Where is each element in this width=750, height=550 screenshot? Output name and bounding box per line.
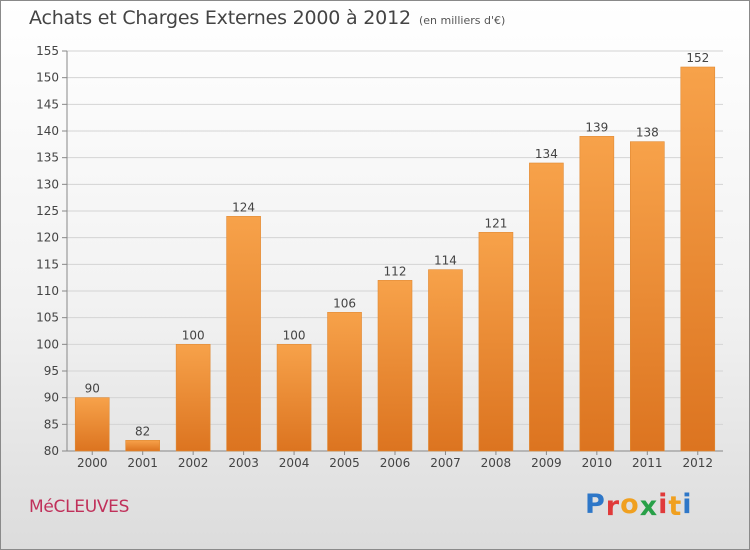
bar bbox=[276, 344, 312, 452]
x-tick-label: 2002 bbox=[178, 456, 209, 470]
x-tick-label: 2007 bbox=[430, 456, 461, 470]
bar-value-label: 100 bbox=[283, 328, 306, 342]
y-tick-label: 85 bbox=[44, 417, 59, 431]
bar-value-label: 152 bbox=[686, 51, 709, 65]
logo-letter: o bbox=[620, 489, 640, 520]
bar-value-label: 124 bbox=[232, 200, 255, 214]
x-tick-label: 2006 bbox=[380, 456, 411, 470]
y-tick-label: 150 bbox=[36, 71, 59, 85]
y-tick-label: 95 bbox=[44, 364, 59, 378]
bar bbox=[630, 141, 665, 452]
logo-letter: x bbox=[639, 491, 659, 522]
x-tick-label: 2004 bbox=[279, 456, 310, 470]
chart-subtitle: (en milliers d'€) bbox=[419, 14, 506, 27]
y-tick-label: 90 bbox=[44, 391, 59, 405]
y-tick-label: 100 bbox=[36, 337, 59, 351]
x-tick-label: 2003 bbox=[228, 456, 259, 470]
bar-value-label: 100 bbox=[182, 328, 205, 342]
bar-value-label: 112 bbox=[384, 264, 407, 278]
y-tick-label: 140 bbox=[36, 124, 59, 138]
x-tick-label: 2009 bbox=[531, 456, 562, 470]
x-tick-label: 2008 bbox=[481, 456, 512, 470]
y-tick-label: 155 bbox=[36, 44, 59, 58]
logo-letter: i bbox=[658, 489, 669, 520]
logo-letter: P bbox=[585, 489, 606, 520]
bar bbox=[377, 280, 413, 452]
bar-value-label: 106 bbox=[333, 296, 356, 310]
bar-value-label: 114 bbox=[434, 254, 457, 268]
bar bbox=[226, 216, 261, 452]
bar-value-label: 134 bbox=[535, 147, 558, 161]
proxiti-logo: Proxiti bbox=[585, 489, 693, 522]
bar bbox=[680, 66, 716, 452]
x-tick-label: 2001 bbox=[127, 456, 158, 470]
logo-letter: i bbox=[682, 489, 693, 520]
x-tick-label: 2005 bbox=[329, 456, 360, 470]
x-tick-label: 2011 bbox=[632, 456, 663, 470]
bar bbox=[428, 269, 463, 452]
y-tick-label: 80 bbox=[44, 444, 59, 458]
chart-title: Achats et Charges Externes 2000 à 2012 bbox=[29, 7, 411, 29]
bar bbox=[529, 162, 564, 452]
bar bbox=[175, 344, 211, 452]
x-tick-label: 2012 bbox=[682, 456, 713, 470]
y-tick-label: 125 bbox=[36, 204, 59, 218]
bar bbox=[327, 312, 362, 452]
logo-letter: t bbox=[668, 491, 683, 522]
y-tick-label: 130 bbox=[36, 177, 59, 191]
x-tick-label: 2000 bbox=[77, 456, 108, 470]
y-tick-label: 120 bbox=[36, 231, 59, 245]
bar-value-label: 121 bbox=[484, 216, 507, 230]
y-tick-label: 105 bbox=[36, 311, 59, 325]
y-tick-label: 145 bbox=[36, 97, 59, 111]
commune-name: MéCLEUVES bbox=[29, 497, 130, 517]
bar-value-label: 138 bbox=[636, 126, 659, 140]
y-tick-label: 115 bbox=[36, 257, 59, 271]
y-tick-label: 110 bbox=[36, 284, 59, 298]
bar-value-label: 90 bbox=[85, 382, 100, 396]
logo-letter: r bbox=[605, 491, 621, 522]
x-tick-label: 2010 bbox=[582, 456, 613, 470]
bar-value-label: 82 bbox=[135, 424, 150, 438]
bar-value-label: 139 bbox=[585, 120, 608, 134]
y-tick-label: 135 bbox=[36, 151, 59, 165]
bar bbox=[125, 440, 160, 452]
bar bbox=[478, 232, 514, 452]
bar bbox=[74, 397, 110, 452]
bar bbox=[579, 136, 615, 452]
